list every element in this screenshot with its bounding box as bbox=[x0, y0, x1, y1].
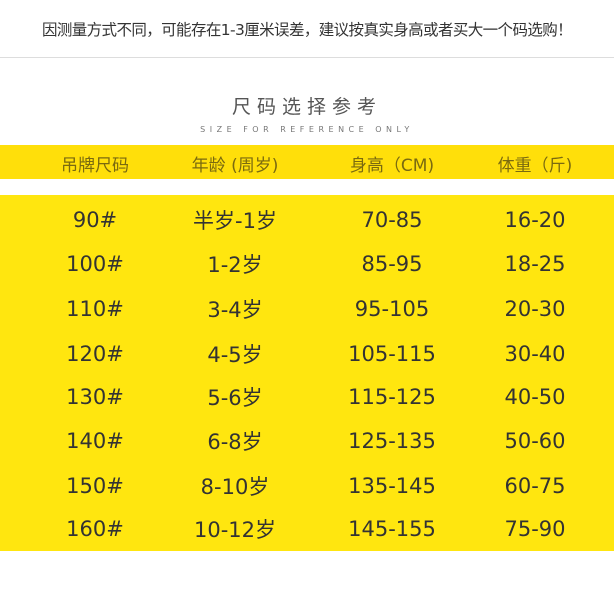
cell-height: 125-135 bbox=[348, 429, 436, 453]
cell-weight: 60-75 bbox=[504, 474, 566, 498]
cell-height: 135-145 bbox=[348, 474, 436, 498]
cell-age: 4-5岁 bbox=[207, 343, 263, 367]
cell-height: 85-95 bbox=[361, 252, 423, 276]
cell-tag-size: 120# bbox=[66, 342, 124, 366]
header-height: 身高（CM) bbox=[349, 156, 435, 176]
cell-height: 145-155 bbox=[348, 517, 436, 541]
header-age: 年龄 (周岁) bbox=[191, 156, 279, 176]
header-weight: 体重（斤) bbox=[497, 156, 573, 176]
cell-age: 半岁-1岁 bbox=[193, 209, 277, 233]
cell-age: 8-10岁 bbox=[200, 475, 270, 499]
cell-tag-size: 110# bbox=[66, 297, 124, 321]
header-tag-size: 吊牌尺码 bbox=[61, 156, 129, 176]
cell-weight: 18-25 bbox=[504, 252, 566, 276]
cell-tag-size: 150# bbox=[66, 474, 124, 498]
cell-height: 115-125 bbox=[348, 385, 436, 409]
cell-age: 6-8岁 bbox=[207, 430, 263, 454]
cell-weight: 40-50 bbox=[504, 385, 566, 409]
cell-age: 5-6岁 bbox=[207, 386, 263, 410]
cell-height: 95-105 bbox=[354, 297, 430, 321]
cell-age: 3-4岁 bbox=[207, 298, 263, 322]
cell-height: 70-85 bbox=[361, 208, 423, 232]
divider bbox=[0, 57, 614, 58]
cell-weight: 20-30 bbox=[504, 297, 566, 321]
cell-age: 10-12岁 bbox=[193, 518, 277, 542]
chart-title: 尺码选择参考 bbox=[231, 96, 382, 118]
cell-tag-size: 90# bbox=[72, 208, 118, 232]
cell-tag-size: 100# bbox=[66, 252, 124, 276]
cell-height: 105-115 bbox=[348, 342, 436, 366]
table-body: 90# 半岁-1岁 70-85 16-20 100# 1-2岁 85-95 18-25 110#… bbox=[0, 195, 614, 551]
table-header: 吊牌尺码 年龄 (周岁) 身高（CM) 体重（斤) bbox=[0, 145, 614, 179]
cell-weight: 50-60 bbox=[504, 429, 566, 453]
cell-weight: 30-40 bbox=[504, 342, 566, 366]
cell-weight: 75-90 bbox=[504, 517, 566, 541]
cell-tag-size: 130# bbox=[66, 385, 124, 409]
measurement-notice: 因测量方式不同，可能存在1-3厘米误差，建议按真实身高或者买大一个码选购！ bbox=[41, 21, 573, 39]
cell-weight: 16-20 bbox=[504, 208, 566, 232]
cell-tag-size: 140# bbox=[66, 429, 124, 453]
chart-subtitle: SIZE FOR REFERENCE ONLY bbox=[200, 125, 414, 134]
cell-age: 1-2岁 bbox=[207, 253, 263, 277]
cell-tag-size: 160# bbox=[66, 517, 124, 541]
